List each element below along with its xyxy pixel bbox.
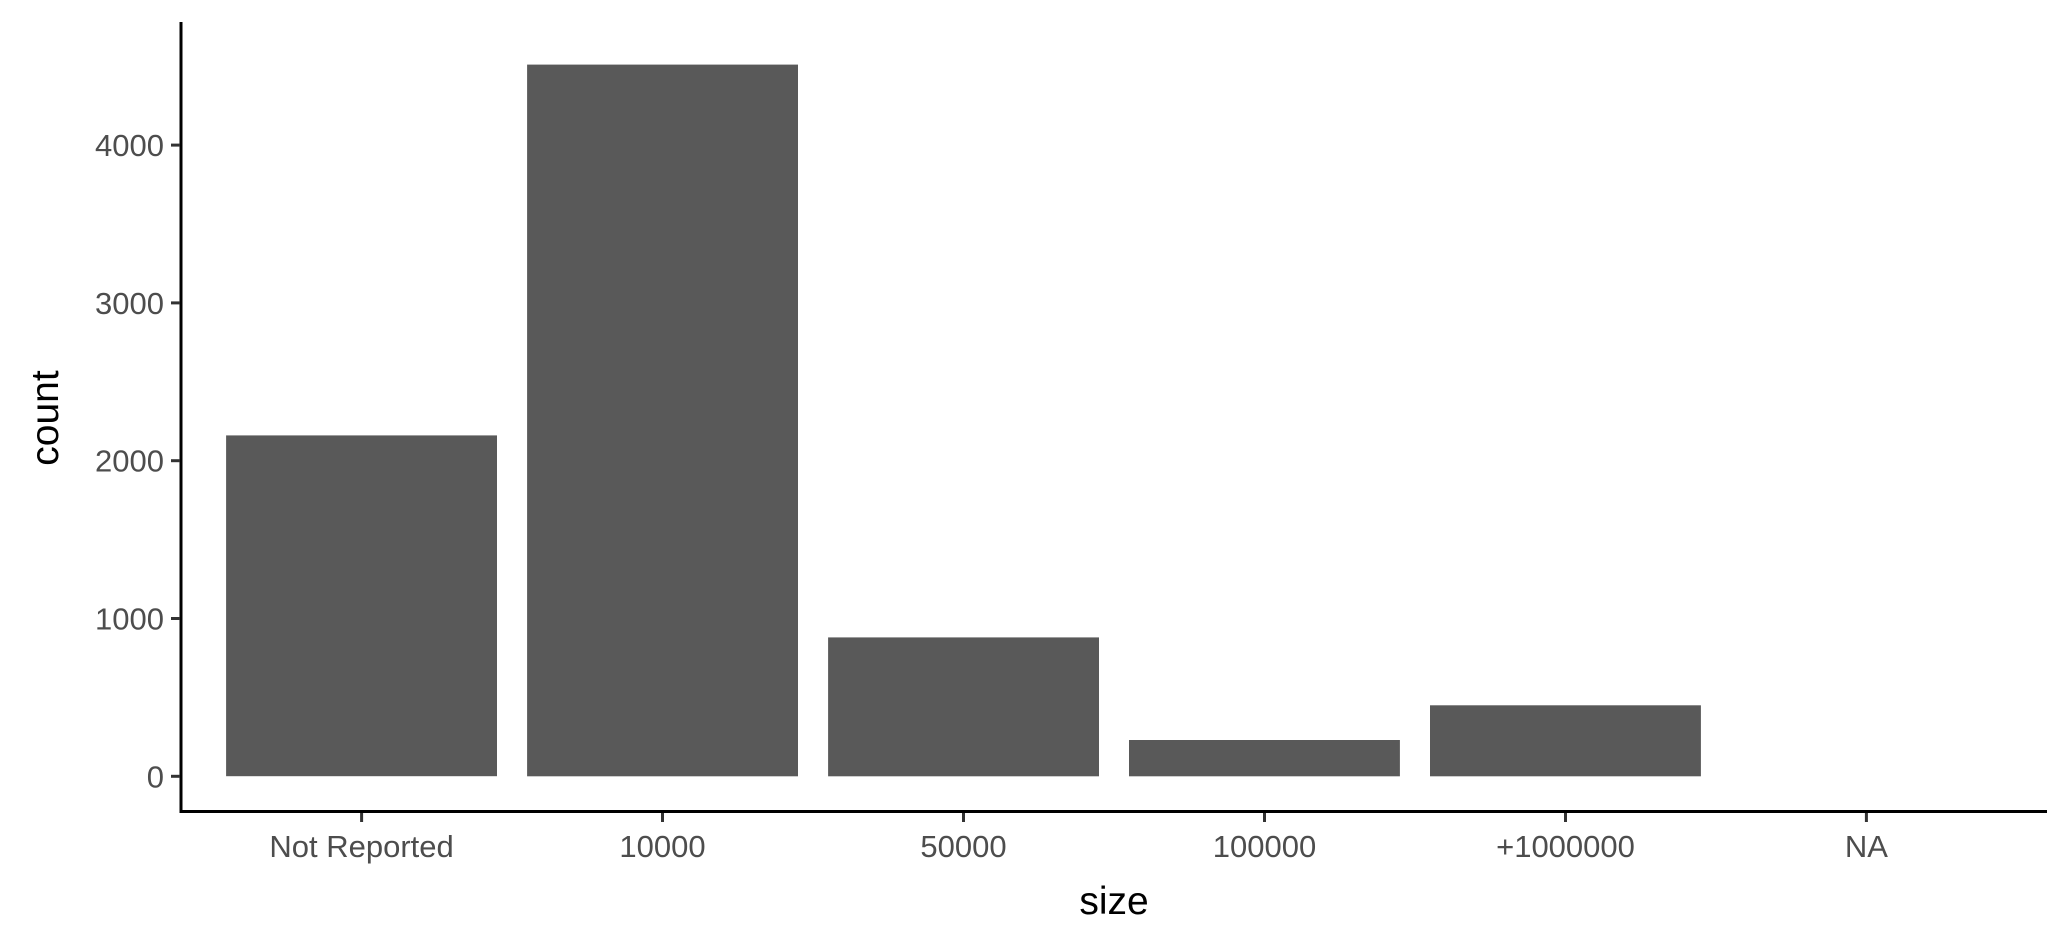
y-tick-label: 4000 <box>95 128 164 163</box>
x-tick-label: 10000 <box>619 829 705 864</box>
y-axis-title: count <box>24 370 67 466</box>
y-tick-label: 0 <box>147 759 164 794</box>
y-tick-label: 3000 <box>95 286 164 321</box>
x-axis-title: size <box>1079 880 1148 923</box>
bar-0 <box>226 435 497 777</box>
y-tick-label: 1000 <box>95 602 164 637</box>
bar-3 <box>1129 740 1400 777</box>
axes-layer <box>179 22 2047 813</box>
bar-2 <box>828 637 1099 777</box>
bars-layer <box>226 64 1701 777</box>
bar-1 <box>527 64 798 777</box>
y-ticks-layer: 0 1000 2000 3000 4000 <box>95 128 180 794</box>
x-tick-label: NA <box>1845 829 1888 864</box>
x-tick-label: 50000 <box>920 829 1006 864</box>
y-tick-label: 2000 <box>95 444 164 479</box>
x-tick-label: +1000000 <box>1496 829 1635 864</box>
bar-4 <box>1430 705 1701 777</box>
x-tick-label: Not Reported <box>269 829 453 864</box>
x-tick-label: 100000 <box>1213 829 1316 864</box>
x-ticks-layer: Not Reported 10000 50000 100000 +1000000 NA <box>269 813 1888 864</box>
